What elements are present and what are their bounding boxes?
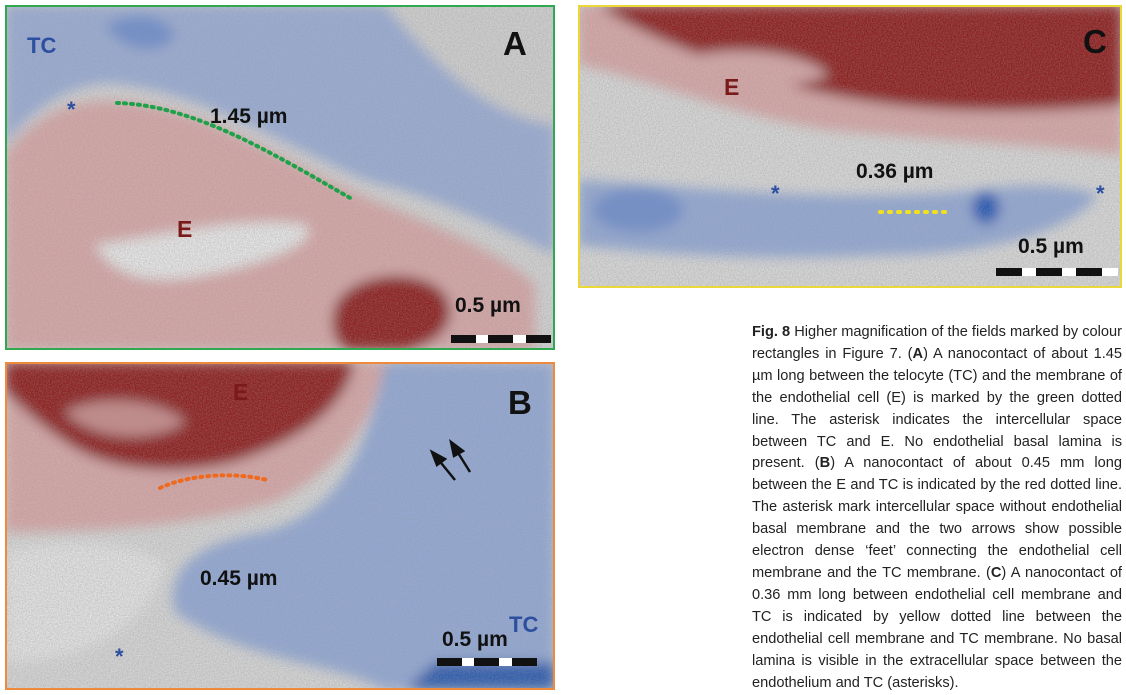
figure-label: Fig. 8: [752, 324, 790, 340]
panel-ref: C: [991, 565, 1002, 581]
panel-letter: A: [503, 25, 527, 62]
page: Figure 8 {"panels": [ {"letter": "A", "l…: [0, 0, 1126, 695]
scale-label: 0.5 µm: [442, 628, 508, 651]
scale-label: 0.5 µm: [1018, 235, 1084, 258]
measure-label: 1.45 µm: [210, 105, 287, 128]
asterisk: *: [67, 97, 76, 122]
panel-b: E B 0.45 µm TC * 0.5 µm: [5, 362, 555, 690]
scale-label: 0.5 µm: [455, 294, 521, 317]
caption-text: ) A nanocontact of about 1.45 µm long be…: [752, 346, 1122, 472]
scale-bar: [451, 335, 551, 343]
asterisk: *: [771, 181, 780, 206]
caption-text: ) A nanocontact of about 0.45 mm long be…: [752, 455, 1122, 581]
asterisk: *: [1096, 181, 1105, 206]
label-e: E: [233, 379, 248, 405]
asterisk: *: [115, 644, 124, 669]
caption: Fig. 8 Higher magnification of the field…: [752, 322, 1122, 694]
panel-a: TC A * 1.45 µm E 0.5 µm: [5, 5, 555, 350]
panel-ref: B: [820, 455, 831, 471]
panel-letter: C: [1083, 23, 1107, 60]
caption-text: ) A nanocontact of 0.36 mm long between …: [752, 565, 1122, 691]
measure-label: 0.36 µm: [856, 160, 933, 183]
label-e: E: [177, 216, 192, 242]
label-tc: TC: [27, 33, 56, 58]
panel-ref: A: [913, 346, 924, 362]
measure-label: 0.45 µm: [200, 567, 277, 590]
label-e: E: [724, 74, 739, 100]
figure-page: TC A * 1.45 µm E 0.5 µm E B 0.45 µm TC *…: [0, 0, 1126, 695]
panel-letter: B: [508, 384, 532, 421]
scale-bar: [437, 658, 537, 666]
label-tc: TC: [509, 612, 538, 637]
scale-bar: [996, 268, 1118, 276]
panel-c: E C 0.36 µm * * 0.5 µm: [578, 5, 1122, 288]
